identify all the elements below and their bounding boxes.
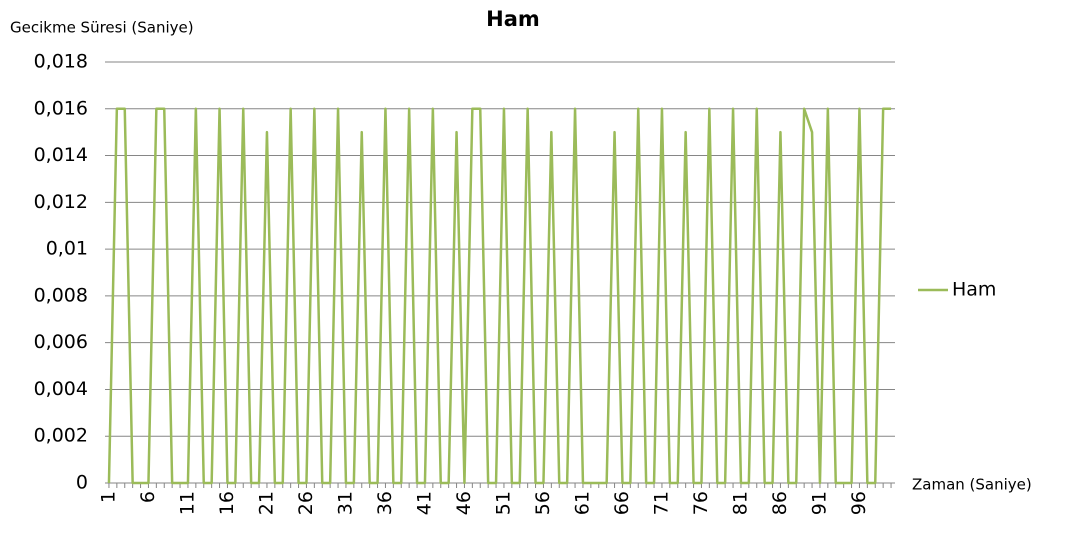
y-tick-label: 0,004 [34, 378, 88, 400]
y-tick-label: 0,002 [34, 425, 88, 447]
y-tick-label: 0,012 [34, 191, 88, 213]
y-tick-label: 0,008 [34, 284, 88, 306]
x-tick-label: 81 [729, 491, 751, 515]
x-tick-label: 56 [532, 491, 554, 515]
y-axis-label: Gecikme Süresi (Saniye) [10, 19, 194, 37]
x-tick-label: 26 [295, 491, 317, 515]
x-tick-label: 36 [374, 491, 396, 515]
x-tick-label: 91 [808, 491, 830, 515]
y-tick-label: 0,014 [34, 144, 88, 166]
y-tick-label: 0,016 [34, 97, 88, 119]
chart-title: Ham [486, 7, 540, 31]
x-tick-label: 11 [176, 491, 198, 515]
x-tick-label: 86 [769, 491, 791, 515]
x-tick-label: 96 [848, 491, 870, 515]
line-series [107, 107, 892, 485]
y-tick-label: 0,006 [34, 331, 88, 353]
x-tick-label: 61 [571, 491, 593, 515]
x-tick-label: 6 [137, 491, 159, 503]
x-tick-label: 71 [650, 491, 672, 515]
x-tick-label: 31 [334, 491, 356, 515]
y-tick-label: 0,01 [46, 238, 88, 260]
x-tick-label: 1 [97, 491, 119, 503]
x-tick-label: 41 [413, 491, 435, 515]
x-tick-label: 66 [611, 491, 633, 515]
x-axis-label: Zaman (Saniye) [912, 476, 1032, 494]
x-tick-label: 21 [255, 491, 277, 515]
x-tick-label: 46 [453, 491, 475, 515]
y-tick-label: 0,018 [34, 51, 88, 73]
x-tick-label: 16 [216, 491, 238, 515]
legend-label: Ham [952, 279, 996, 301]
x-tick-label: 76 [690, 491, 712, 515]
x-tick-label: 51 [492, 491, 514, 515]
y-tick-label: 0 [76, 472, 88, 494]
